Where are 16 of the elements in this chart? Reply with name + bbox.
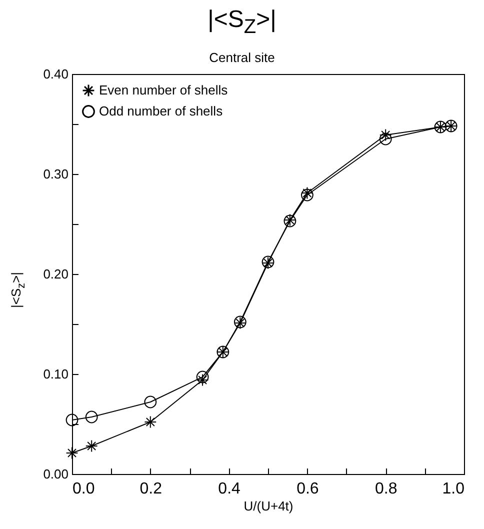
chart-title: |<S$_{Z}$>| bbox=[206, 6, 278, 39]
x-tick-label: 0.6 bbox=[296, 480, 319, 498]
x-tick-label: 0.8 bbox=[374, 480, 398, 498]
x-tick-label: 0.4 bbox=[218, 480, 241, 498]
x-tick-label: 0.2 bbox=[140, 480, 162, 498]
y-tick-label: 0.40 bbox=[43, 66, 68, 82]
y-tick-label: 0.00 bbox=[43, 466, 68, 482]
x-tick-label: 1.0 bbox=[442, 480, 465, 498]
x-axis-title: U/(U+4t) bbox=[244, 498, 294, 514]
y-tick-label: 0.20 bbox=[43, 266, 68, 282]
x-tick-label: 0.0 bbox=[72, 480, 95, 498]
legend-label: Even number of shells bbox=[99, 82, 228, 98]
y-tick-label: 0.30 bbox=[43, 166, 68, 182]
chart-subtitle: Central site bbox=[208, 50, 276, 65]
legend-label: Odd number of shells bbox=[99, 104, 224, 118]
y-tick-label: 0.10 bbox=[43, 366, 68, 382]
